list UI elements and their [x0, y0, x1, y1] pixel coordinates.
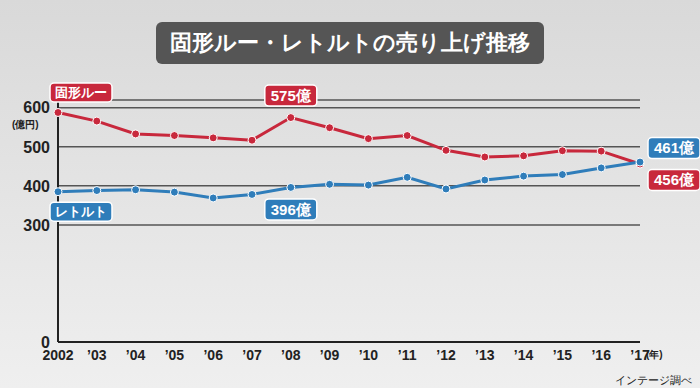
svg-text:レトルト: レトルト	[55, 204, 107, 219]
svg-text:固形ルー: 固形ルー	[55, 85, 107, 100]
svg-text:’05: ’05	[165, 347, 185, 363]
html-text:(年): (年)	[646, 349, 663, 360]
svg-text:’04: ’04	[126, 347, 146, 363]
svg-text:’13: ’13	[475, 347, 495, 363]
svg-text:’17: ’17	[630, 346, 650, 363]
svg-text:400: 400	[23, 178, 50, 195]
svg-text:396億: 396億	[271, 201, 312, 218]
svg-text:0: 0	[41, 334, 50, 351]
svg-text:’09: ’09	[320, 347, 340, 363]
svg-text:300: 300	[23, 217, 50, 234]
html-text:固形ルー・レトルトの売り上げ推移: 固形ルー・レトルトの売り上げ推移	[170, 30, 530, 55]
svg-text:’16: ’16	[591, 347, 611, 363]
html-text:(億円): (億円)	[12, 118, 39, 130]
svg-text:461億: 461億	[654, 139, 695, 156]
svg-text:’11: ’11	[398, 347, 417, 363]
svg-text:’12: ’12	[436, 347, 456, 363]
html-text:インテージ調べ: インテージ調べ	[615, 374, 692, 386]
svg-text:’06: ’06	[203, 347, 223, 363]
svg-text:500: 500	[23, 139, 50, 156]
svg-text:’15: ’15	[553, 347, 573, 363]
svg-text:’10: ’10	[359, 347, 379, 363]
svg-text:’08: ’08	[281, 347, 301, 363]
svg-text:600: 600	[23, 99, 50, 116]
svg-text:’07: ’07	[242, 347, 262, 363]
svg-text:456億: 456億	[654, 171, 695, 188]
svg-text:2002: 2002	[42, 346, 74, 363]
svg-text:’14: ’14	[514, 347, 534, 363]
svg-text:575億: 575億	[271, 87, 312, 104]
svg-text:’03: ’03	[87, 347, 107, 363]
